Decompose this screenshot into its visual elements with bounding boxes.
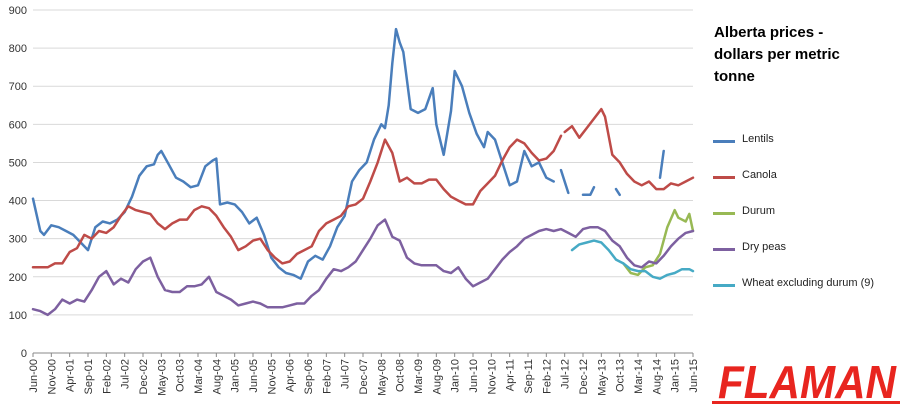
x-tick-label: Feb-07: [321, 359, 333, 394]
x-tick-label: Jun-00: [28, 359, 40, 393]
flaman-logo: FLAMAN: [712, 356, 900, 408]
series-line: [614, 187, 621, 197]
x-tick-label: May-03: [156, 359, 168, 396]
x-tick-label: Oct-13: [615, 359, 627, 392]
series-durum: [622, 208, 695, 277]
x-tick-label: Apr-06: [285, 359, 297, 392]
x-tick-label: Oct-08: [395, 359, 407, 392]
legend-item: Canola: [713, 169, 898, 185]
y-gridlines: [33, 9, 693, 316]
series-line: [31, 27, 555, 280]
legend-swatch: [713, 176, 735, 179]
x-tick-label: Feb-12: [541, 359, 553, 394]
x-tick-label: Apr-11: [505, 359, 517, 391]
legend-swatch: [713, 212, 735, 215]
x-tick-label: Dec-07: [358, 359, 370, 394]
legend-label: Dry peas: [742, 241, 787, 253]
x-tick-label: Dec-12: [578, 359, 590, 394]
series-dry-peas: [31, 218, 695, 317]
y-tick-label: 300: [9, 234, 27, 246]
x-tick-label: Feb-02: [101, 359, 113, 394]
y-tick-label: 400: [9, 196, 27, 208]
x-tick-label: Sep-11: [523, 359, 535, 394]
series-line: [581, 185, 596, 197]
x-tick-label: May-13: [596, 359, 608, 396]
plot-area: [31, 27, 695, 317]
x-tick-label: Oct-03: [175, 359, 187, 392]
chart-title-line: Alberta prices -: [714, 24, 824, 41]
legend-swatch: [713, 284, 735, 287]
legend-swatch: [713, 248, 735, 251]
x-tick-label: Dec-02: [138, 359, 150, 394]
x-tick-label: Mar-09: [413, 359, 425, 394]
x-tick-label: Aug-09: [431, 359, 443, 394]
y-tick-label: 0: [21, 348, 27, 360]
x-tick-label: Mar-14: [633, 359, 645, 394]
y-tick-label: 200: [9, 272, 27, 284]
series-wheat-excluding-durum-9: [570, 239, 695, 280]
x-tick-label: Nov-05: [266, 359, 278, 394]
x-tick-label: Jun-05: [248, 359, 260, 393]
legend-item: Durum: [713, 205, 898, 221]
y-tick-label: 800: [9, 43, 27, 55]
series-line: [658, 149, 665, 179]
legend-swatch: [713, 140, 735, 143]
series-line: [559, 168, 570, 195]
x-tick-label: Jul-07: [340, 359, 352, 389]
x-tick-label: Sep-01: [83, 359, 95, 394]
legend-item: Lentils: [713, 133, 898, 149]
series-line: [622, 208, 695, 277]
chart-title-line: dollars per metric: [714, 46, 840, 63]
x-tick-label: Jun-10: [468, 359, 480, 393]
chart-title: Alberta prices - dollars per metric tonn…: [714, 22, 894, 88]
y-tick-label: 600: [9, 119, 27, 131]
series-canola: [31, 107, 695, 269]
x-tick-label: Sep-06: [303, 359, 315, 394]
x-tick-label: Aug-14: [651, 359, 663, 394]
series-line: [31, 218, 695, 317]
x-tick-label: Nov-10: [486, 359, 498, 394]
legend-label: Canola: [742, 169, 777, 181]
series-line: [570, 239, 695, 280]
y-tick-label: 700: [9, 81, 27, 93]
x-tick-label: Jun-15: [688, 359, 700, 393]
legend-label: Lentils: [742, 133, 774, 145]
y-tick-label: 100: [9, 310, 27, 322]
legend-item: Wheat excluding durum (9): [713, 277, 898, 293]
logo-wordmark: FLAMAN: [718, 356, 897, 408]
y-tick-label: 900: [9, 5, 27, 17]
logo-speed-lines: [712, 385, 900, 404]
x-tick-label: Jan-05: [230, 359, 242, 393]
chart-title-line: tonne: [714, 68, 755, 85]
series-lentils: [31, 27, 665, 280]
legend-label: Durum: [742, 205, 776, 217]
x-tick-label: Apr-01: [65, 359, 77, 392]
x-tick-label: Aug-04: [211, 359, 223, 394]
logo-underline: [712, 401, 900, 404]
x-tick-label: Jul-12: [560, 359, 572, 389]
series-line: [31, 134, 563, 269]
series-line: [563, 107, 695, 191]
x-tick-label: Jan-15: [670, 359, 682, 393]
x-tick-label: Jan-10: [450, 359, 462, 393]
x-axis: Jun-00 Nov-00 Apr-01 Sep-01 Feb-02 Jul-02 Dec-…: [28, 353, 700, 396]
x-tick-label: Mar-04: [193, 359, 205, 394]
y-tick-label: 500: [9, 157, 27, 169]
y-axis: 0 100 200 300 400 500 600 700 800 900: [9, 5, 27, 360]
x-tick-label: May-08: [376, 359, 388, 396]
legend-item: Dry peas: [713, 241, 898, 257]
x-tick-label: Jul-02: [120, 359, 132, 389]
legend-label: Wheat excluding durum (9): [742, 277, 875, 289]
x-tick-label: Nov-00: [46, 359, 58, 394]
